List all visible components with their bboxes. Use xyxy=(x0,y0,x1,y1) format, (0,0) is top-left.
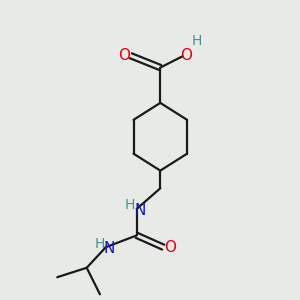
Text: H: H xyxy=(94,237,104,250)
Text: H: H xyxy=(192,34,202,48)
Text: N: N xyxy=(134,203,146,218)
Text: O: O xyxy=(165,240,177,255)
Text: O: O xyxy=(118,48,130,63)
Text: N: N xyxy=(103,241,115,256)
Text: H: H xyxy=(125,198,136,212)
Text: O: O xyxy=(180,48,192,63)
